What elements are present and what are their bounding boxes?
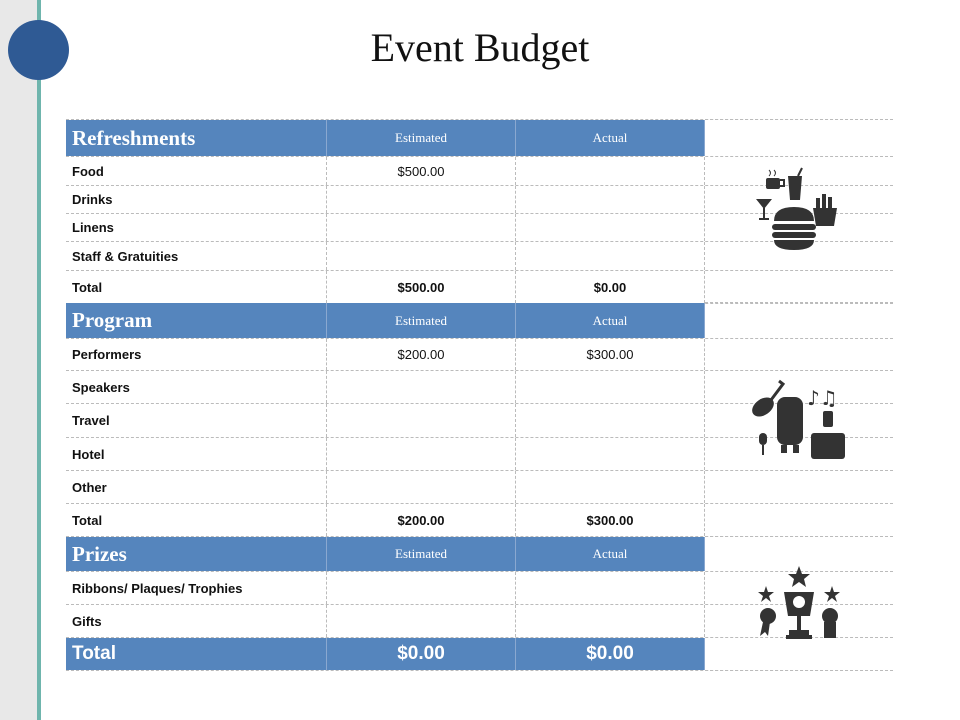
estimated-cell[interactable]: $500.00 (327, 157, 516, 185)
item-label: Ribbons/ Plaques/ Trophies (66, 572, 327, 604)
item-label: Linens (66, 214, 327, 241)
total-estimated: $200.00 (327, 504, 516, 536)
item-label: Performers (66, 339, 327, 370)
prizes-icon-cell (705, 537, 893, 671)
estimated-cell[interactable] (327, 242, 516, 270)
food-drinks-icon (756, 167, 837, 250)
actual-cell[interactable] (516, 214, 705, 241)
estimated-cell[interactable] (327, 438, 516, 470)
table-row: Food $500.00 (66, 157, 893, 186)
estimated-header: Estimated (327, 537, 516, 571)
grand-total-row: Total $0.00 $0.00 (66, 638, 893, 671)
actual-cell[interactable] (516, 186, 705, 213)
total-estimated: $0.00 (327, 638, 516, 670)
decorative-circle (8, 20, 69, 80)
table-row: Ribbons/ Plaques/ Trophies (66, 572, 893, 605)
item-label: Speakers (66, 371, 327, 403)
table-row: Speakers (66, 371, 893, 404)
actual-cell[interactable] (516, 404, 705, 437)
section-header: Refreshments Estimated Actual (66, 120, 893, 157)
total-row: Total $200.00 $300.00 (66, 504, 893, 537)
item-label: Travel (66, 404, 327, 437)
table-row: Linens (66, 214, 893, 242)
estimated-cell[interactable] (327, 214, 516, 241)
item-label: Food (66, 157, 327, 185)
total-estimated: $500.00 (327, 271, 516, 303)
item-label: Hotel (66, 438, 327, 470)
page-title: Event Budget (370, 25, 590, 70)
table-row: Travel (66, 404, 893, 438)
estimated-cell[interactable] (327, 186, 516, 213)
estimated-header: Estimated (327, 120, 516, 156)
actual-header: Actual (516, 303, 705, 338)
actual-cell[interactable] (516, 572, 705, 604)
table-row: Gifts (66, 605, 893, 638)
actual-cell[interactable] (516, 471, 705, 503)
estimated-cell[interactable] (327, 471, 516, 503)
section-header: Prizes Estimated Actual (66, 537, 893, 572)
prizes-table: Prizes Estimated Actual Ribbons/ Plaques… (66, 537, 893, 671)
table-row: Hotel (66, 438, 893, 471)
refreshments-icon-cell (705, 119, 893, 303)
svg-text:♪♫: ♪♫ (807, 386, 838, 410)
total-actual: $0.00 (516, 638, 705, 670)
actual-cell[interactable] (516, 157, 705, 185)
table-row: Staff & Gratuities (66, 242, 893, 271)
refreshments-table: Refreshments Estimated Actual Food $500.0… (66, 119, 893, 304)
actual-header: Actual (516, 120, 705, 156)
total-actual: $0.00 (516, 271, 705, 303)
total-label: Total (66, 504, 327, 536)
item-label: Drinks (66, 186, 327, 213)
estimated-cell[interactable] (327, 371, 516, 403)
total-actual: $300.00 (516, 504, 705, 536)
program-table: Program Estimated Actual Performers $200.… (66, 303, 893, 537)
estimated-cell[interactable] (327, 404, 516, 437)
music-travel-icon: ♪♫ (752, 379, 845, 459)
estimated-cell[interactable] (327, 605, 516, 637)
section-title: Refreshments (66, 120, 327, 156)
trophy-icon (758, 565, 840, 639)
section-title: Prizes (66, 537, 327, 571)
section-header: Program Estimated Actual (66, 303, 893, 339)
actual-cell[interactable]: $300.00 (516, 339, 705, 370)
item-label: Gifts (66, 605, 327, 637)
actual-cell[interactable] (516, 605, 705, 637)
total-label: Total (66, 638, 327, 670)
side-strip (0, 0, 37, 720)
item-label: Other (66, 471, 327, 503)
accent-line (37, 0, 41, 720)
program-icon-cell: ♪♫ (705, 303, 893, 537)
actual-header: Actual (516, 537, 705, 571)
estimated-cell[interactable] (327, 572, 516, 604)
table-row: Performers $200.00 $300.00 (66, 339, 893, 371)
actual-cell[interactable] (516, 242, 705, 270)
table-row: Other (66, 471, 893, 504)
item-label: Staff & Gratuities (66, 242, 327, 270)
table-row: Drinks (66, 186, 893, 214)
estimated-cell[interactable]: $200.00 (327, 339, 516, 370)
actual-cell[interactable] (516, 438, 705, 470)
actual-cell[interactable] (516, 371, 705, 403)
total-label: Total (66, 271, 327, 303)
section-title: Program (66, 303, 327, 338)
estimated-header: Estimated (327, 303, 516, 338)
